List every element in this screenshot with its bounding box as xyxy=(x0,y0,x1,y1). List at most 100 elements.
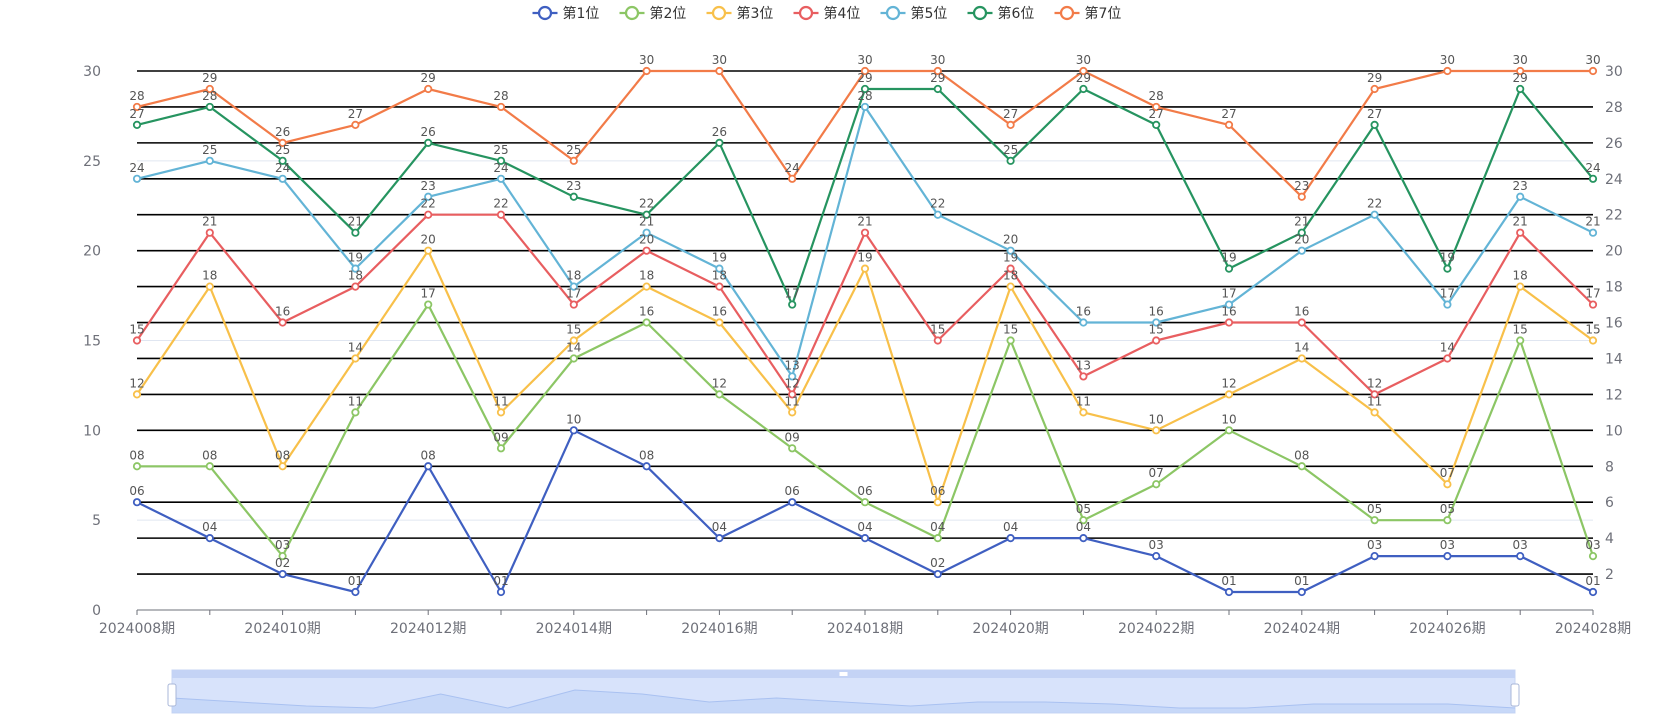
data-point[interactable] xyxy=(424,246,433,255)
data-point[interactable] xyxy=(1516,192,1525,201)
data-point[interactable] xyxy=(860,534,870,543)
data-point[interactable] xyxy=(788,498,797,507)
data-point[interactable] xyxy=(569,300,578,309)
data-point[interactable] xyxy=(642,246,651,255)
data-point[interactable] xyxy=(205,228,214,237)
data-point[interactable] xyxy=(569,426,578,435)
data-point[interactable] xyxy=(860,84,870,94)
data-point[interactable] xyxy=(278,551,287,561)
data-point[interactable] xyxy=(1006,156,1015,165)
data-point[interactable] xyxy=(1224,318,1234,327)
data-point[interactable] xyxy=(715,264,724,273)
data-point[interactable] xyxy=(1443,551,1452,561)
data-point[interactable] xyxy=(1588,336,1598,345)
data-point[interactable] xyxy=(1152,318,1161,327)
data-point[interactable] xyxy=(496,587,506,597)
data-point[interactable] xyxy=(788,390,797,399)
data-point[interactable] xyxy=(205,462,214,471)
data-point[interactable] xyxy=(569,156,578,165)
data-point[interactable] xyxy=(569,336,578,345)
data-point[interactable] xyxy=(642,228,651,237)
data-point[interactable] xyxy=(1516,84,1525,94)
data-point[interactable] xyxy=(132,390,142,399)
data-point[interactable] xyxy=(1516,551,1525,561)
data-point[interactable] xyxy=(278,156,287,165)
data-point[interactable] xyxy=(1588,174,1598,183)
data-point[interactable] xyxy=(715,282,724,291)
legend-item-1[interactable]: 第1位 xyxy=(532,5,600,22)
data-point[interactable] xyxy=(1588,228,1598,237)
data-point[interactable] xyxy=(1224,390,1234,399)
data-point[interactable] xyxy=(1079,84,1088,94)
data-point[interactable] xyxy=(569,282,578,291)
data-point[interactable] xyxy=(1370,551,1379,561)
data-point[interactable] xyxy=(715,66,724,76)
data-point[interactable] xyxy=(424,462,433,471)
legend-item-3[interactable]: 第3位 xyxy=(706,5,774,22)
data-point[interactable] xyxy=(1152,480,1161,489)
data-point[interactable] xyxy=(205,84,214,94)
data-point[interactable] xyxy=(205,534,214,543)
data-point[interactable] xyxy=(1588,300,1598,309)
data-point[interactable] xyxy=(1516,336,1525,345)
data-point[interactable] xyxy=(860,228,870,237)
data-point[interactable] xyxy=(1152,102,1161,112)
zoom-grip-icon[interactable] xyxy=(839,672,848,676)
legend-item-7[interactable]: 第7位 xyxy=(1054,5,1122,22)
data-point[interactable] xyxy=(1079,534,1088,543)
data-point[interactable] xyxy=(1516,66,1525,76)
data-point[interactable] xyxy=(424,84,433,94)
data-point[interactable] xyxy=(1297,462,1306,471)
data-point[interactable] xyxy=(860,102,870,112)
data-point[interactable] xyxy=(1370,516,1379,525)
data-point[interactable] xyxy=(496,156,506,165)
data-point[interactable] xyxy=(351,282,360,291)
data-point[interactable] xyxy=(860,66,870,76)
data-point[interactable] xyxy=(933,84,942,94)
data-point[interactable] xyxy=(715,534,724,543)
data-point[interactable] xyxy=(132,120,142,130)
data-point[interactable] xyxy=(132,498,142,507)
data-point[interactable] xyxy=(1297,354,1306,363)
data-point[interactable] xyxy=(788,300,797,309)
legend-item-5[interactable]: 第5位 xyxy=(880,5,948,22)
data-point[interactable] xyxy=(1370,408,1379,417)
data-point[interactable] xyxy=(1006,264,1015,273)
data-point[interactable] xyxy=(1516,282,1525,291)
data-point[interactable] xyxy=(933,336,942,345)
data-point[interactable] xyxy=(1588,587,1598,597)
data-point[interactable] xyxy=(424,192,433,201)
data-point[interactable] xyxy=(278,138,287,147)
data-point[interactable] xyxy=(1006,282,1015,291)
data-zoom-slider[interactable] xyxy=(167,669,1520,714)
data-point[interactable] xyxy=(715,138,724,147)
data-point[interactable] xyxy=(788,408,797,417)
data-point[interactable] xyxy=(860,264,870,273)
zoom-handle-left[interactable] xyxy=(167,683,177,707)
data-point[interactable] xyxy=(715,318,724,327)
data-point[interactable] xyxy=(496,210,506,219)
data-point[interactable] xyxy=(278,174,287,183)
data-point[interactable] xyxy=(351,587,360,597)
data-point[interactable] xyxy=(205,282,214,291)
data-point[interactable] xyxy=(642,282,651,291)
data-point[interactable] xyxy=(1006,336,1015,345)
data-point[interactable] xyxy=(424,210,433,219)
data-point[interactable] xyxy=(1079,318,1088,327)
data-point[interactable] xyxy=(933,210,942,219)
data-point[interactable] xyxy=(1152,551,1161,561)
data-point[interactable] xyxy=(496,444,506,453)
data-point[interactable] xyxy=(1370,84,1379,94)
data-point[interactable] xyxy=(933,534,942,543)
data-point[interactable] xyxy=(1443,480,1452,489)
data-point[interactable] xyxy=(1297,587,1306,597)
data-point[interactable] xyxy=(424,300,433,309)
data-point[interactable] xyxy=(1079,516,1088,525)
data-point[interactable] xyxy=(1224,300,1234,309)
data-point[interactable] xyxy=(933,569,942,579)
data-point[interactable] xyxy=(569,354,578,363)
data-point[interactable] xyxy=(132,174,142,183)
data-point[interactable] xyxy=(788,174,797,183)
data-point[interactable] xyxy=(278,569,287,579)
data-point[interactable] xyxy=(132,462,142,471)
